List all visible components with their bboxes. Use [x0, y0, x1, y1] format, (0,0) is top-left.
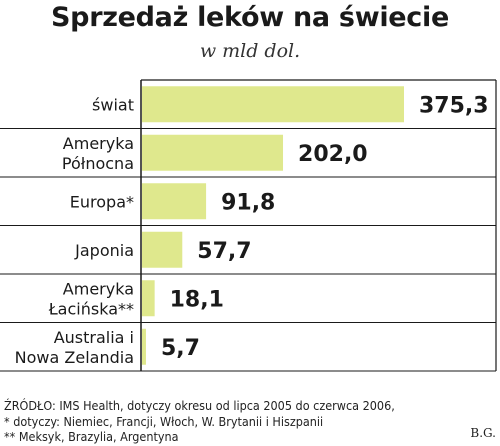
- chart-title: Sprzedaż leków na świecie: [51, 2, 449, 33]
- category-label: Japonia: [74, 241, 134, 260]
- chart-footer: ŹRÓDŁO: IMS Health, dotyczy okresu od li…: [4, 398, 484, 445]
- bar-value-label: 91,8: [221, 190, 275, 215]
- category-label: Ameryka Łacińska**: [48, 279, 134, 318]
- chart-subtitle: w mld dol.: [199, 40, 301, 62]
- category-label: Ameryka Północna: [62, 134, 134, 173]
- bar-value-label: 375,3: [419, 93, 489, 118]
- bar: [142, 280, 155, 317]
- category-label: świat: [92, 95, 134, 114]
- bar: [142, 86, 404, 123]
- footnote-latin-america: ** Meksyk, Brazylia, Argentyna: [4, 429, 179, 444]
- bar: [142, 134, 284, 171]
- bar: [142, 183, 207, 220]
- bar: [142, 328, 146, 365]
- category-label: Europa*: [70, 192, 134, 211]
- bar-value-label: 202,0: [298, 142, 368, 167]
- bar-value-label: 57,7: [197, 239, 251, 264]
- category-label: Australia i Nowa Zelandia: [15, 328, 134, 367]
- bar-value-label: 5,7: [161, 336, 200, 361]
- author-credit: B.G.: [470, 426, 496, 440]
- bar: [142, 231, 183, 268]
- footnote-europe: * dotyczy: Niemiec, Francji, Włoch, W. B…: [4, 413, 324, 429]
- source-note: ŹRÓDŁO: IMS Health, dotyczy okresu od li…: [4, 398, 395, 413]
- bar-value-label: 18,1: [170, 287, 224, 312]
